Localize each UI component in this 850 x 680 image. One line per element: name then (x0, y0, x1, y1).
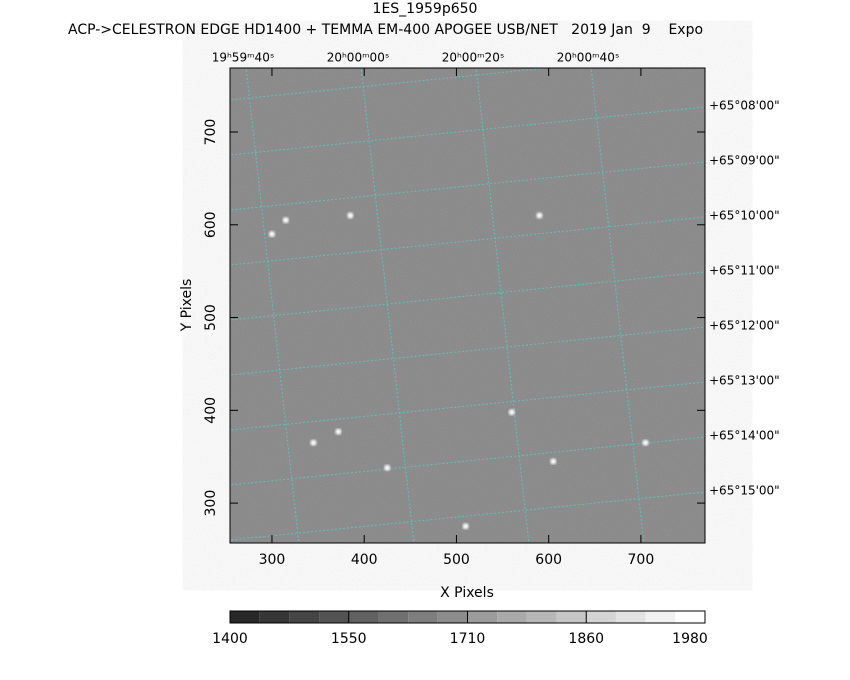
star (384, 464, 391, 471)
colorbar-block (556, 611, 587, 623)
colorbar-block (467, 611, 498, 623)
grid-line (475, 68, 530, 543)
chart-subtitle: ACP->CELESTRON EDGE HD1400 + TEMMA EM-40… (68, 22, 703, 38)
colorbar-block (408, 611, 438, 623)
grid-line (590, 68, 645, 543)
colorbar-block (675, 611, 705, 623)
grid-line (705, 58, 760, 553)
dec-label: +65°11'00" (709, 264, 780, 278)
image-noise (230, 68, 705, 543)
colorbar-block (497, 611, 527, 623)
grid-line (220, 656, 715, 680)
y-tick-label: 400 (203, 397, 219, 424)
dec-label: +65°12'00" (709, 319, 780, 333)
colorbar-tick-label: 1860 (568, 631, 604, 647)
star (347, 212, 354, 219)
colorbar-block (526, 611, 557, 623)
ra-label: 20ʰ00ᵐ40ˢ (557, 51, 620, 65)
star (536, 212, 543, 219)
y-tick-label: 300 (203, 490, 219, 517)
x-tick-label: 600 (535, 552, 562, 568)
star (508, 409, 515, 416)
x-tick-label: 700 (628, 552, 655, 568)
grid-line (245, 68, 300, 543)
grid-line (230, 491, 705, 541)
grid-line (360, 68, 415, 543)
grid-line (230, 68, 552, 101)
colorbar-block (378, 611, 409, 623)
x-tick-label: 400 (351, 552, 378, 568)
coordinate-grid (15, 58, 850, 680)
colorbar-block (615, 611, 646, 623)
grid-line (230, 326, 705, 376)
colorbar-tick-label: 1980 (672, 631, 708, 647)
star (550, 458, 557, 465)
chart-title: 1ES_1959p650 (373, 1, 478, 17)
x-tick-label: 300 (259, 552, 286, 568)
y-tick-label: 600 (203, 211, 219, 238)
grid-line (230, 381, 705, 431)
colorbar-block (437, 611, 468, 623)
colorbar-tick-label: 1400 (212, 631, 248, 647)
x-tick-label: 500 (443, 552, 470, 568)
dec-label: +65°13'00" (709, 374, 780, 388)
dec-label: +65°09'00" (709, 154, 780, 168)
grid-line (230, 271, 705, 321)
colorbar-block (230, 611, 260, 623)
colorbar-block (586, 611, 616, 623)
star (282, 217, 289, 224)
star (462, 523, 469, 530)
plot-frame (229, 67, 706, 544)
star (335, 428, 342, 435)
grid-line (230, 161, 705, 211)
ra-label: 20ʰ00ᵐ20ˢ (442, 51, 505, 65)
y-tick-label: 700 (203, 119, 219, 146)
dec-label: +65°14'00" (709, 429, 780, 443)
colorbar-block (645, 611, 676, 623)
grid-line (230, 436, 705, 486)
grid-line (820, 58, 850, 553)
grid-line (230, 216, 705, 266)
colorbar-block (259, 611, 290, 623)
dec-label: +65°15'00" (709, 484, 780, 498)
stars (268, 212, 649, 530)
grid-line (230, 106, 705, 156)
y-axis-label: Y Pixels (179, 279, 195, 333)
y-tick-label: 500 (203, 304, 219, 331)
x-axis-label: X Pixels (440, 585, 494, 601)
star (268, 231, 275, 238)
grid-line (15, 58, 70, 553)
colorbar-block (289, 611, 320, 623)
grid-line (130, 58, 185, 553)
star (310, 439, 317, 446)
dec-label: +65°10'00" (709, 209, 780, 223)
colorbar-tick-label: 1710 (450, 631, 486, 647)
colorbar-block (319, 611, 349, 623)
dec-label: +65°08'00" (709, 99, 780, 113)
colorbar-block (348, 611, 379, 623)
ra-label: 19ʰ59ᵐ40ˢ (212, 51, 275, 65)
ra-label: 20ʰ00ᵐ00ˢ (327, 51, 390, 65)
colorbar-tick-label: 1550 (331, 631, 367, 647)
star (642, 439, 649, 446)
